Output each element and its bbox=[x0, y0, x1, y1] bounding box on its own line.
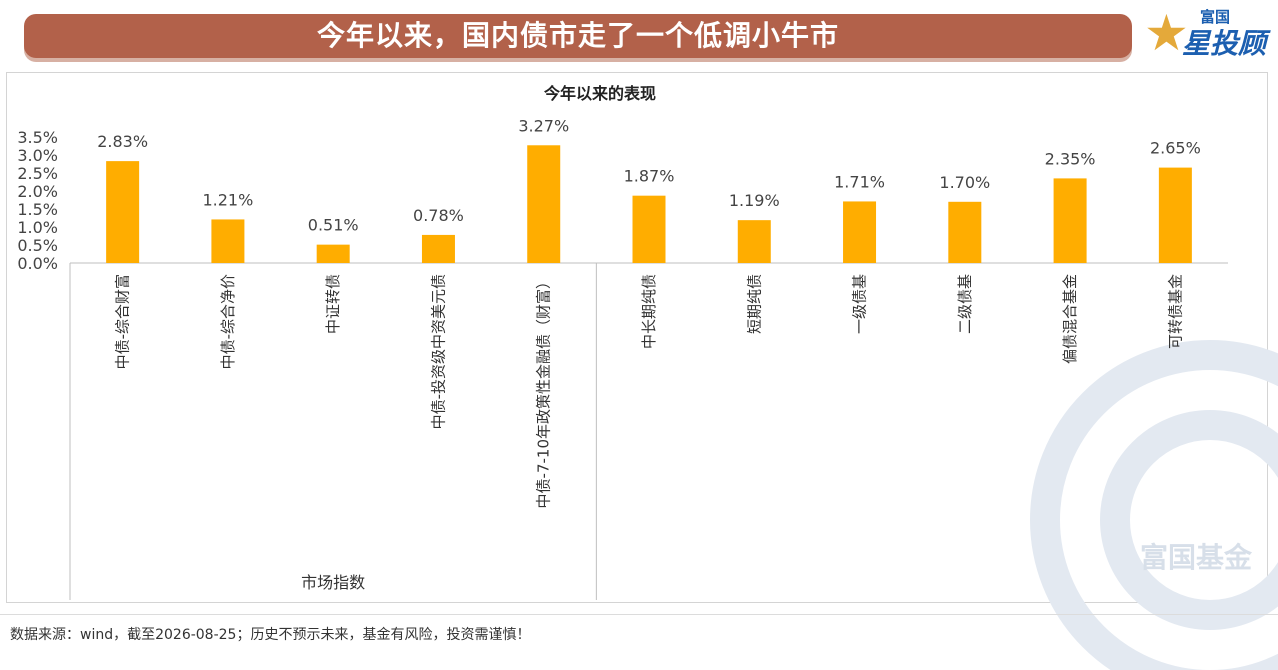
data-label: 0.78% bbox=[413, 206, 464, 225]
y-tick-label: 1.5% bbox=[17, 200, 58, 219]
bar bbox=[948, 201, 982, 263]
footer-divider bbox=[0, 614, 1278, 615]
title-banner: 今年以来，国内债市走了一个低调小牛市 bbox=[24, 14, 1132, 58]
y-tick-label: 3.5% bbox=[17, 128, 58, 147]
logo-main-text: 星投顾 bbox=[1182, 27, 1267, 60]
x-category-label: 短期纯债 bbox=[745, 274, 763, 334]
x-category-label: 中长期纯债 bbox=[640, 274, 658, 349]
bar bbox=[421, 234, 455, 263]
y-tick-label: 3.0% bbox=[17, 146, 58, 165]
x-category-label: 偏债混合基金 bbox=[1061, 274, 1079, 364]
bar bbox=[527, 145, 561, 263]
x-category-label: 可转债基金 bbox=[1166, 274, 1184, 349]
bar bbox=[843, 201, 877, 263]
x-category-label: 中债-综合财富 bbox=[114, 274, 132, 369]
star-icon: ★ bbox=[1144, 4, 1189, 62]
data-label: 2.35% bbox=[1045, 149, 1096, 168]
data-label: 1.19% bbox=[729, 191, 780, 210]
page-title: 今年以来，国内债市走了一个低调小牛市 bbox=[316, 19, 839, 52]
bar bbox=[106, 161, 140, 263]
watermark-text: 富国基金 bbox=[1140, 541, 1253, 574]
bar bbox=[1158, 167, 1192, 263]
x-category-label: 中债-7-10年政策性金融债（财富） bbox=[535, 274, 553, 508]
bar bbox=[211, 219, 245, 263]
data-label: 2.83% bbox=[97, 132, 148, 151]
data-label: 2.65% bbox=[1150, 139, 1201, 158]
data-label: 1.87% bbox=[624, 167, 675, 186]
data-label: 1.70% bbox=[939, 173, 990, 192]
data-label: 3.27% bbox=[518, 116, 569, 135]
bar bbox=[632, 195, 666, 263]
bar bbox=[316, 244, 350, 263]
data-label: 1.21% bbox=[202, 190, 253, 209]
footer-source-note: 数据来源：wind，截至2026-08-25；历史不预示未来，基金有风险，投资需… bbox=[10, 627, 531, 643]
x-category-label: 中债-综合净价 bbox=[219, 274, 237, 369]
watermark-emblem bbox=[1030, 340, 1278, 670]
y-tick-label: 2.5% bbox=[17, 164, 58, 183]
y-tick-label: 0.5% bbox=[17, 236, 58, 255]
logo-top-text: 富国 bbox=[1200, 8, 1231, 26]
y-tick-label: 0.0% bbox=[17, 254, 58, 273]
bar bbox=[1053, 178, 1087, 263]
x-category-label: 中债-投资级中资美元债 bbox=[429, 274, 447, 429]
x-category-label: 二级债基 bbox=[956, 274, 974, 334]
data-label: 1.71% bbox=[834, 172, 885, 191]
y-tick-label: 1.0% bbox=[17, 218, 58, 237]
x-category-label: 中证转债 bbox=[324, 274, 342, 334]
brand-logo: ★ 富国 星投顾 bbox=[1144, 4, 1274, 64]
data-label: 0.51% bbox=[308, 216, 359, 235]
chart-title: 今年以来的表现 bbox=[543, 84, 656, 103]
bar bbox=[737, 220, 771, 263]
x-category-label: 一级债基 bbox=[851, 274, 869, 334]
y-tick-label: 2.0% bbox=[17, 182, 58, 201]
group-label: 市场指数 bbox=[301, 573, 365, 592]
